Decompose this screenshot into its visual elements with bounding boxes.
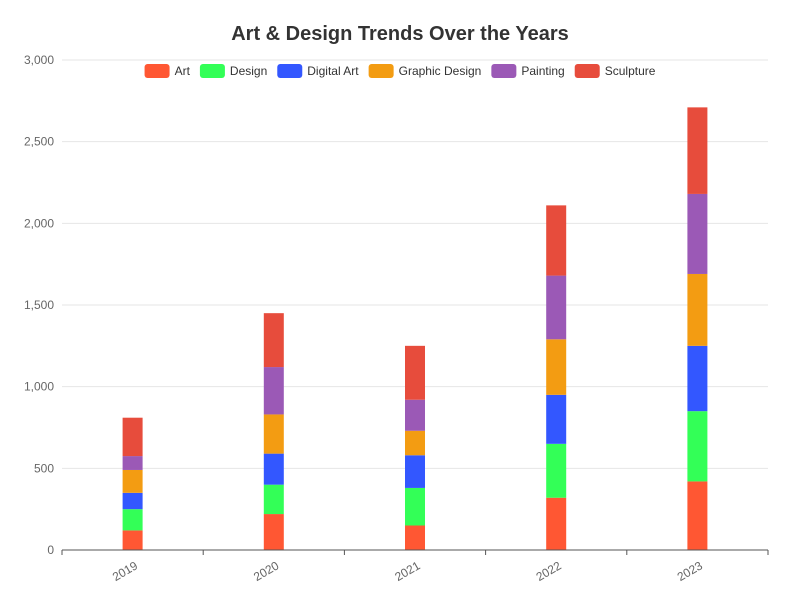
bar-segment[interactable] xyxy=(405,525,425,551)
legend-label: Design xyxy=(230,64,267,78)
bar-segment[interactable] xyxy=(405,430,425,456)
bar-segment[interactable] xyxy=(405,455,425,488)
x-tick-label: 2023 xyxy=(675,558,705,584)
legend-swatch xyxy=(144,64,170,78)
legend-item[interactable]: Design xyxy=(199,64,267,78)
bar-segment[interactable] xyxy=(687,481,708,550)
legend-item[interactable]: Painting xyxy=(491,64,565,78)
legend-label: Art xyxy=(175,64,191,78)
bar-segment[interactable] xyxy=(546,339,567,395)
bar-segment[interactable] xyxy=(687,193,708,274)
legend-swatch xyxy=(277,64,303,78)
y-tick-label: 500 xyxy=(34,461,54,475)
bar-segment[interactable] xyxy=(405,399,425,431)
axes: 0 500 1,000 1,500 2,000 2,500 3,000 2019 2020 202… xyxy=(24,53,769,584)
legend-item[interactable]: Sculpture xyxy=(574,64,656,78)
bar-segment[interactable] xyxy=(122,509,143,531)
chart-title: Art & Design Trends Over the Years xyxy=(231,23,569,45)
bar-segment[interactable] xyxy=(405,345,425,400)
y-tick-label: 2,000 xyxy=(24,216,54,230)
legend-label: Sculpture xyxy=(605,64,656,78)
legend-swatch xyxy=(491,64,517,78)
grid-lines xyxy=(62,59,768,469)
x-tick-label: 2022 xyxy=(534,558,564,584)
bar-segment[interactable] xyxy=(122,469,143,493)
bar-segment[interactable] xyxy=(546,443,567,498)
y-tick-label: 2,500 xyxy=(24,135,54,149)
x-tick-label: 2020 xyxy=(251,558,281,584)
y-tick-label: 0 xyxy=(47,543,54,557)
legend-item[interactable]: Graphic Design xyxy=(368,64,482,78)
y-tick-label: 1,000 xyxy=(24,380,54,394)
legend-swatch xyxy=(199,64,225,78)
bar-segment[interactable] xyxy=(687,107,708,194)
bar-segment[interactable] xyxy=(263,414,284,454)
legend-label: Painting xyxy=(521,64,564,78)
bars xyxy=(122,107,708,551)
y-tick-label: 3,000 xyxy=(24,53,54,67)
bar-segment[interactable] xyxy=(687,273,708,346)
legend-item[interactable]: Digital Art xyxy=(277,64,359,78)
bar-segment[interactable] xyxy=(263,453,284,485)
bar-segment[interactable] xyxy=(546,205,567,276)
bar-segment[interactable] xyxy=(122,417,143,457)
legend: Art Design Digital Art Graphic Design Painti… xyxy=(144,64,656,78)
bar-segment[interactable] xyxy=(263,367,284,415)
legend-item[interactable]: Art xyxy=(144,64,191,78)
bar-segment[interactable] xyxy=(122,530,143,550)
bar-segment[interactable] xyxy=(546,394,567,444)
bar-segment[interactable] xyxy=(263,313,284,368)
bar-segment[interactable] xyxy=(263,484,284,515)
bar-segment[interactable] xyxy=(263,514,284,550)
y-tick-label: 1,500 xyxy=(24,298,54,312)
legend-label: Graphic Design xyxy=(399,64,482,78)
bar-segment[interactable] xyxy=(122,456,143,470)
legend-swatch xyxy=(368,64,394,78)
legend-label: Digital Art xyxy=(307,64,359,78)
x-tick-label: 2021 xyxy=(392,558,422,584)
bar-segment[interactable] xyxy=(122,492,143,510)
legend-swatch xyxy=(574,64,600,78)
bar-segment[interactable] xyxy=(546,275,567,340)
bar-segment[interactable] xyxy=(687,411,708,482)
bar-segment[interactable] xyxy=(687,345,708,412)
x-tick-label: 2019 xyxy=(110,558,140,584)
bar-segment[interactable] xyxy=(405,487,425,526)
bar-segment[interactable] xyxy=(546,497,567,550)
